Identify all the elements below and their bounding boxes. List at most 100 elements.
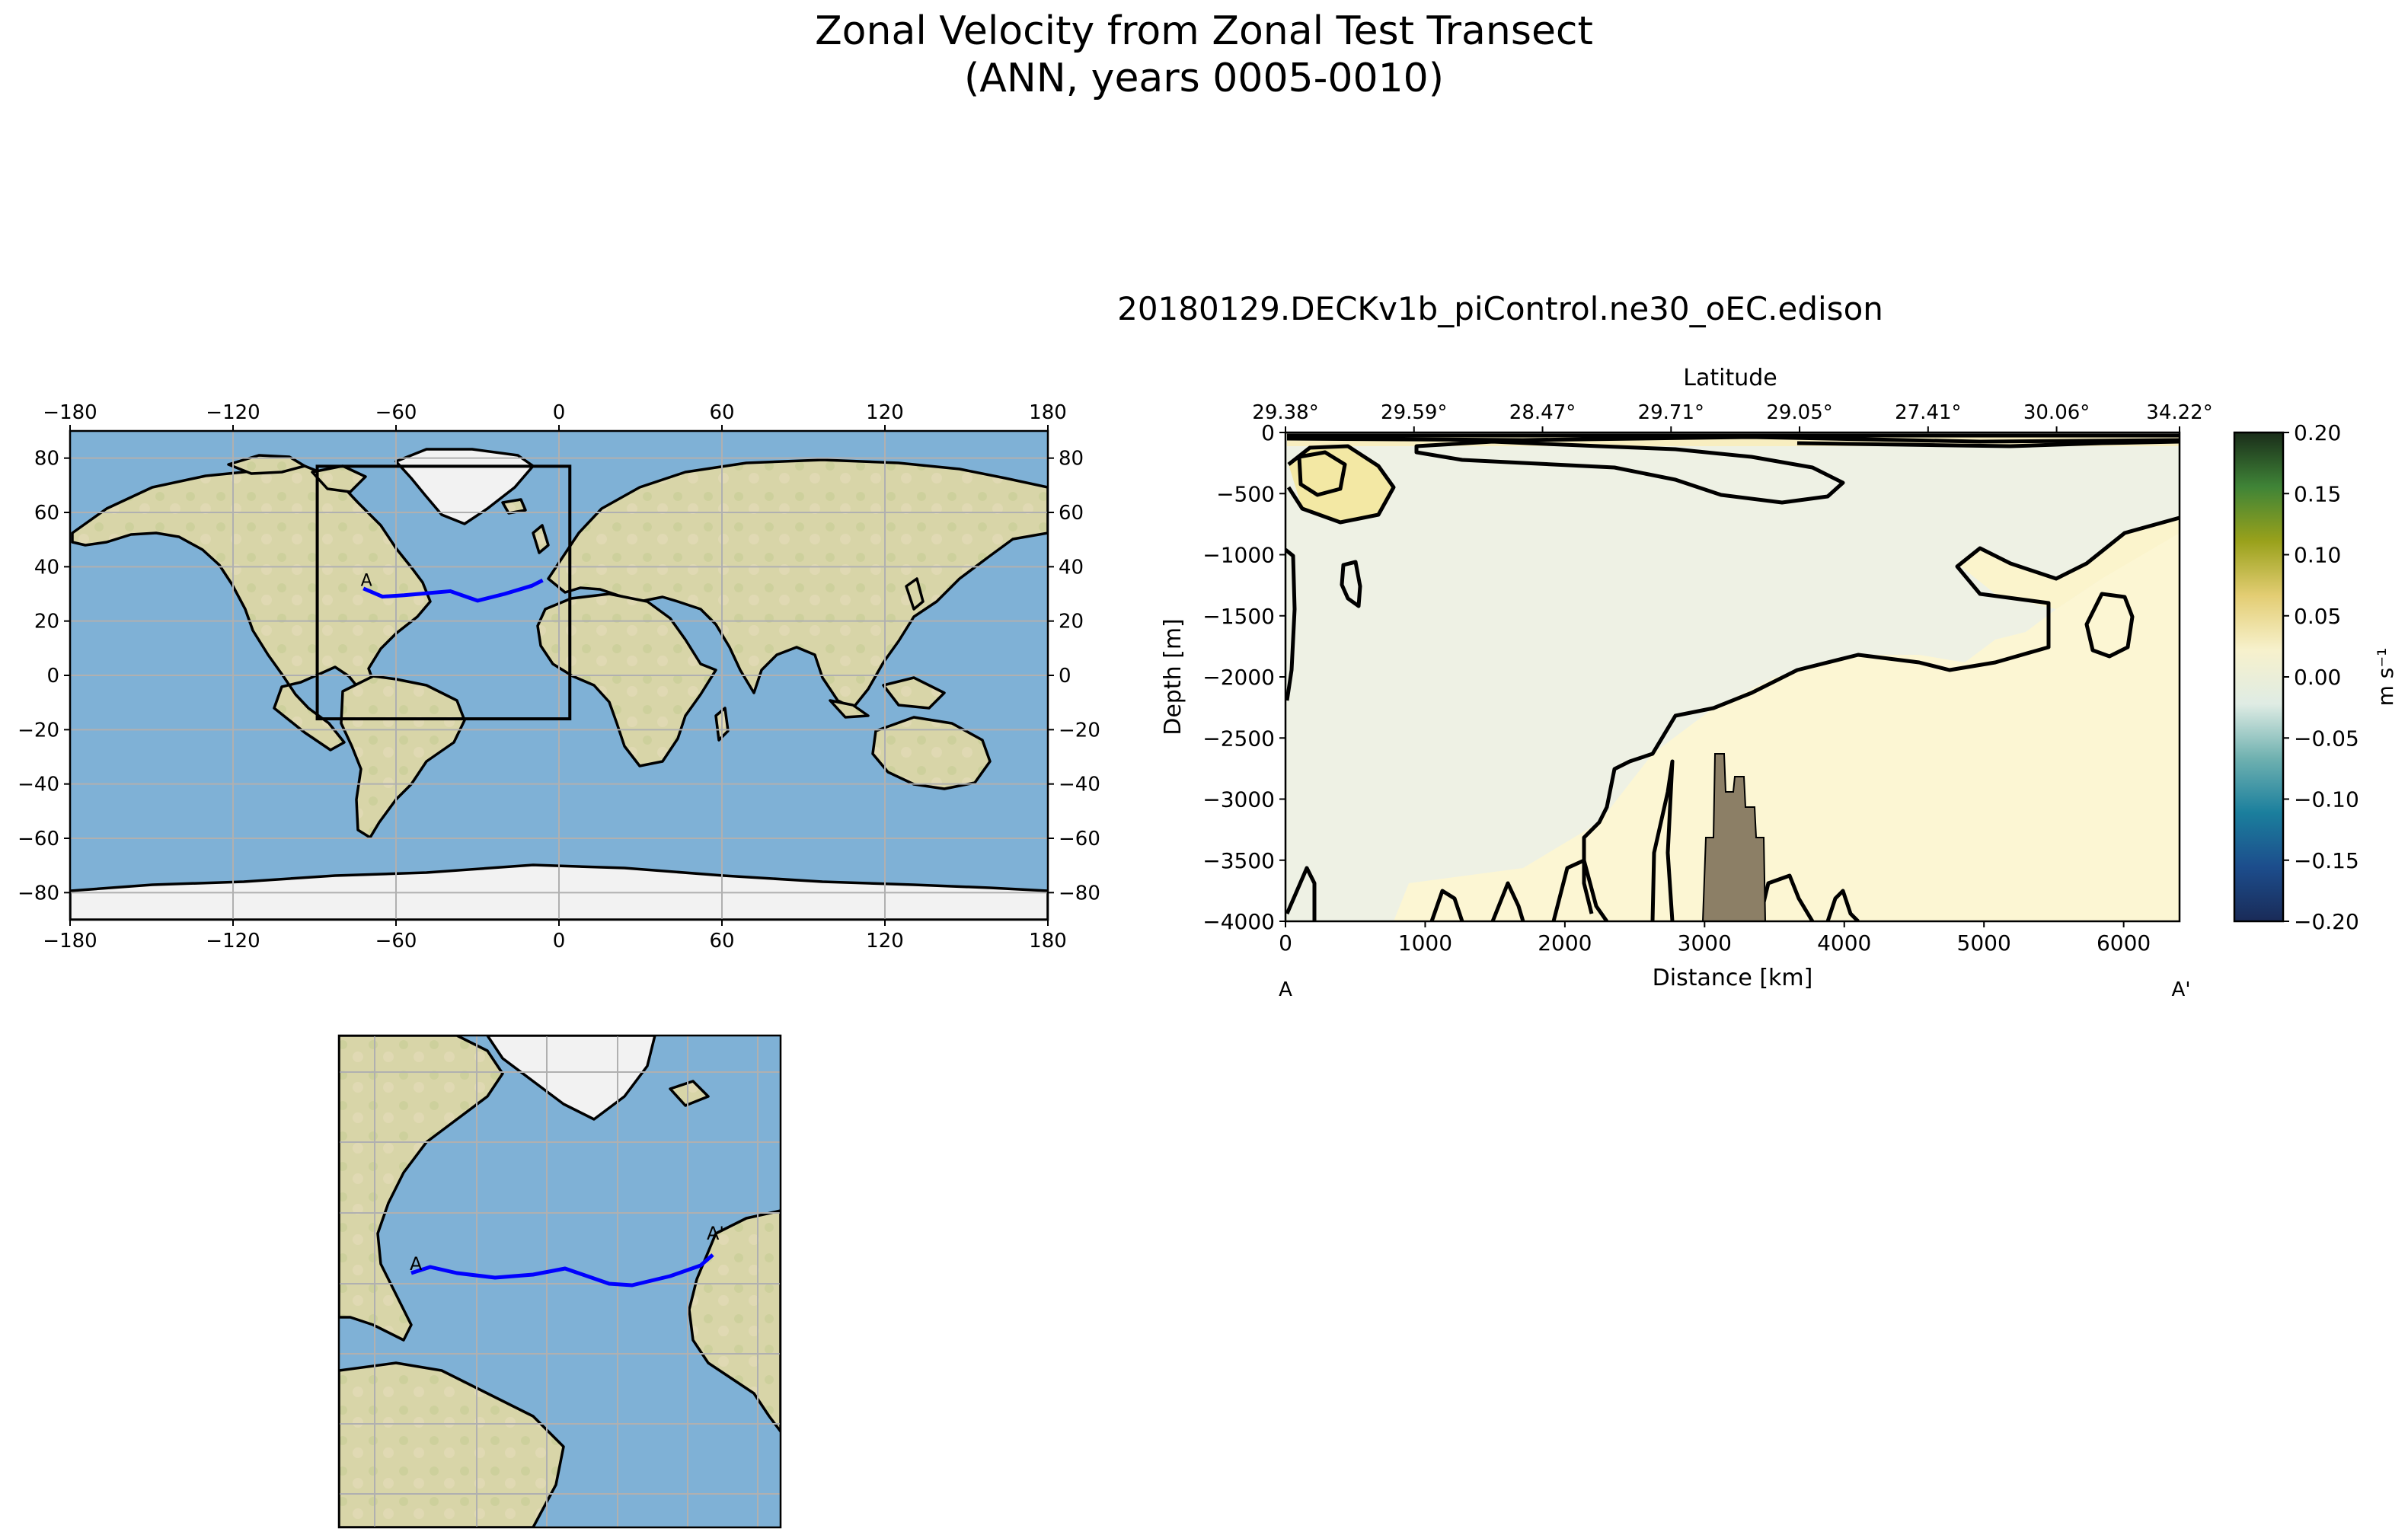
inset-land-south-america bbox=[339, 1361, 565, 1527]
section-ytick-label: −2500 bbox=[1202, 726, 1275, 751]
map-xtick-label-bottom: 120 bbox=[866, 930, 904, 953]
section-xtick-label: 0 bbox=[1279, 930, 1292, 956]
section-plot: 20180129.DECKv1b_piControl.ne30_oEC.edis… bbox=[1117, 290, 2213, 1001]
contour-surface-lobe bbox=[1297, 450, 1347, 497]
section-bathymetry bbox=[1701, 753, 1767, 921]
colorbar-tick-label: 0.05 bbox=[2294, 604, 2341, 629]
colorbar-tick-label: 0.15 bbox=[2294, 481, 2341, 506]
map-xtick-label-top: −180 bbox=[43, 401, 97, 424]
colorbar-ticks: 0.20 0.15 0.10 0.05 0.00 −0.05 −0.10 −0.15 −0.20 bbox=[2283, 420, 2359, 934]
section-xtick-label: 2000 bbox=[1538, 930, 1592, 956]
inset-transect-label-end: A' bbox=[707, 1223, 724, 1244]
contour-deep-boundary bbox=[1582, 515, 2180, 914]
land-south-america bbox=[340, 675, 466, 839]
map-xtick-label-top: 120 bbox=[866, 401, 904, 424]
section-top-xtick-label: 29.38° bbox=[1252, 401, 1318, 424]
map-xtick-label-bottom: 180 bbox=[1029, 930, 1067, 953]
land-africa bbox=[536, 592, 717, 768]
section-ticks: 0 1000 2000 3000 4000 5000 6000 0 −500 −1000 −1500… bbox=[1202, 401, 2212, 956]
colorbar-label: m s⁻¹ bbox=[2373, 648, 2398, 707]
contour-deep-left-2 bbox=[1429, 889, 1464, 921]
map-ytick-label-right: 40 bbox=[1059, 556, 1084, 579]
map-ytick-label-left: 80 bbox=[34, 448, 59, 471]
inset-land-iceland bbox=[669, 1080, 710, 1107]
section-ytick-label: −1000 bbox=[1202, 543, 1275, 568]
map-xtick-label-bottom: 0 bbox=[553, 930, 566, 953]
map-ytick-label-left: 0 bbox=[46, 665, 59, 688]
map-xtick-label-bottom: −180 bbox=[43, 930, 97, 953]
section-top-xtick-label: 27.41° bbox=[1895, 401, 1961, 424]
colorbar-tick-label: −0.10 bbox=[2294, 787, 2359, 812]
section-ytick-label: −2000 bbox=[1202, 665, 1275, 690]
section-top-xtick-label: 28.47° bbox=[1509, 401, 1576, 424]
map-ytick-label-right: −40 bbox=[1059, 774, 1100, 796]
map-ytick-label-right: −80 bbox=[1059, 882, 1100, 905]
section-field-positive-right bbox=[1957, 518, 2180, 609]
map-ticks: −180 −180 −120 −120 −60 −60 0 0 60 60 120 120 180 180… bbox=[18, 401, 1100, 953]
colorbar-tick-label: 0.00 bbox=[2294, 665, 2341, 690]
map-gridlines bbox=[70, 431, 1048, 920]
colorbar-fill bbox=[2233, 431, 2285, 923]
contour-deep-left-3 bbox=[1490, 881, 1525, 921]
section-ytick-label: −3500 bbox=[1202, 848, 1275, 873]
section-ytick-label: −500 bbox=[1216, 481, 1275, 506]
contour-upper-center bbox=[1414, 439, 1845, 505]
inset-frame bbox=[337, 1034, 782, 1529]
land-greenland bbox=[394, 448, 535, 525]
inset-transect-label-start: A bbox=[410, 1253, 423, 1275]
inset-land-greenland bbox=[486, 1036, 656, 1121]
section-top-xtick-label: 30.06° bbox=[2023, 401, 2090, 424]
map-xtick-label-bottom: −60 bbox=[375, 930, 417, 953]
map-xtick-label-top: −60 bbox=[375, 401, 417, 424]
colorbar-tick-label: 0.20 bbox=[2294, 420, 2341, 445]
section-top-xtick-label: 29.71° bbox=[1638, 401, 1704, 424]
map-land bbox=[70, 448, 1048, 920]
world-map: A −180 −180 −120 −120 −60 −60 0 0 60 60 120 120 180 1… bbox=[18, 401, 1100, 953]
section-ytick-label: −4000 bbox=[1202, 909, 1275, 934]
inset-map: A A' bbox=[337, 1034, 782, 1529]
section-start-label: A bbox=[1279, 978, 1292, 1001]
map-xtick-label-bottom: 60 bbox=[709, 930, 734, 953]
figure-title-line2: (ANN, years 0005-0010) bbox=[964, 56, 1444, 101]
section-top-xtick-label: 29.59° bbox=[1381, 401, 1447, 424]
land-north-america bbox=[71, 464, 432, 752]
inset-gridlines bbox=[339, 1036, 781, 1527]
map-region-box bbox=[315, 464, 572, 721]
inset-transect-line bbox=[410, 1253, 714, 1288]
map-ytick-label-left: −60 bbox=[18, 828, 59, 850]
colorbar-tick-label: 0.10 bbox=[2294, 543, 2341, 568]
section-xtick-label: 5000 bbox=[1957, 930, 2011, 956]
section-xtick-label: 4000 bbox=[1817, 930, 1871, 956]
inset-land bbox=[339, 1036, 781, 1527]
map-xtick-label-bottom: −120 bbox=[206, 930, 260, 953]
colorbar: 0.20 0.15 0.10 0.05 0.00 −0.05 −0.10 −0.15 −0.20… bbox=[2233, 420, 2398, 934]
map-ytick-label-right: 20 bbox=[1059, 611, 1084, 633]
contour-west-wall bbox=[1285, 548, 1297, 701]
section-xtick-label: 3000 bbox=[1678, 930, 1732, 956]
map-ytick-label-right: −60 bbox=[1059, 828, 1100, 850]
map-transect-line bbox=[362, 578, 544, 603]
map-ytick-label-right: −20 bbox=[1059, 719, 1100, 742]
map-ytick-label-left: −40 bbox=[18, 774, 59, 796]
map-ytick-label-left: 60 bbox=[34, 502, 59, 525]
section-xtick-label: 1000 bbox=[1398, 930, 1452, 956]
contour-surface-band bbox=[1286, 433, 2180, 444]
section-end-label: A' bbox=[2172, 978, 2191, 1001]
section-top-xlabel: Latitude bbox=[1683, 365, 1777, 391]
map-transect-label: A bbox=[361, 571, 372, 590]
contour-right-closed bbox=[2084, 592, 2135, 659]
map-xtick-label-top: −120 bbox=[206, 401, 260, 424]
land-australia bbox=[871, 716, 992, 790]
figure-title-line1: Zonal Velocity from Zonal Test Transect bbox=[815, 8, 1593, 54]
map-ytick-label-left: −80 bbox=[18, 882, 59, 905]
land-japan bbox=[905, 577, 925, 611]
section-title: 20180129.DECKv1b_piControl.ne30_oEC.edis… bbox=[1117, 290, 1883, 327]
inset-land-north-america bbox=[339, 1036, 504, 1342]
land-uk bbox=[501, 498, 550, 554]
section-ytick-label: 0 bbox=[1261, 420, 1275, 445]
map-ytick-label-right: 80 bbox=[1059, 448, 1084, 471]
colorbar-tick-label: −0.05 bbox=[2294, 726, 2359, 751]
land-eurasia bbox=[547, 458, 1048, 710]
colorbar-tick-label: −0.15 bbox=[2294, 848, 2359, 873]
